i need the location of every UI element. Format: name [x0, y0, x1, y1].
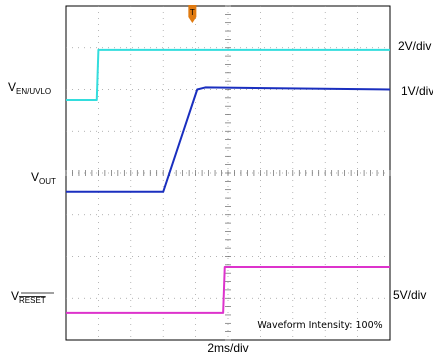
svg-text:VEN/UVLO: VEN/UVLO — [8, 80, 51, 96]
trace-en-uvlo — [66, 48, 390, 101]
label-reset-main: V — [11, 289, 19, 303]
label-en-uvlo: VEN/UVLO — [8, 80, 51, 96]
label-vout-main: V — [31, 170, 39, 184]
trace-reset — [66, 265, 390, 314]
label-vout: VOUT — [31, 170, 56, 186]
trigger-marker-label: T — [190, 8, 195, 17]
label-en-uvlo-sub: EN/UVLO — [16, 87, 51, 96]
label-reset-sub: RESET — [19, 296, 46, 305]
traces — [66, 48, 391, 314]
time-scale-label: 2ms/div — [207, 341, 248, 355]
label-vout-sub: OUT — [39, 177, 56, 186]
scale-reset: 5V/div — [393, 288, 426, 302]
trace-out — [66, 86, 391, 193]
svg-text:VOUT: VOUT — [31, 170, 56, 186]
label-reset: VRESET — [11, 289, 54, 305]
scale-vout: 1V/div — [401, 84, 433, 98]
scale-en-uvlo: 2V/div — [398, 39, 431, 53]
trigger-marker: T — [188, 5, 197, 23]
grid — [65, 5, 391, 341]
svg-text:VRESET: VRESET — [11, 289, 46, 305]
label-en-uvlo-main: V — [8, 80, 16, 94]
waveform-intensity: Waveform Intensity: 100% — [257, 320, 382, 331]
